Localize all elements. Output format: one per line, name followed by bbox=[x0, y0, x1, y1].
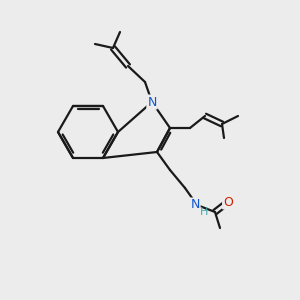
Text: N: N bbox=[190, 199, 200, 212]
Text: O: O bbox=[223, 196, 233, 208]
Text: H: H bbox=[200, 207, 208, 217]
Text: N: N bbox=[147, 95, 157, 109]
